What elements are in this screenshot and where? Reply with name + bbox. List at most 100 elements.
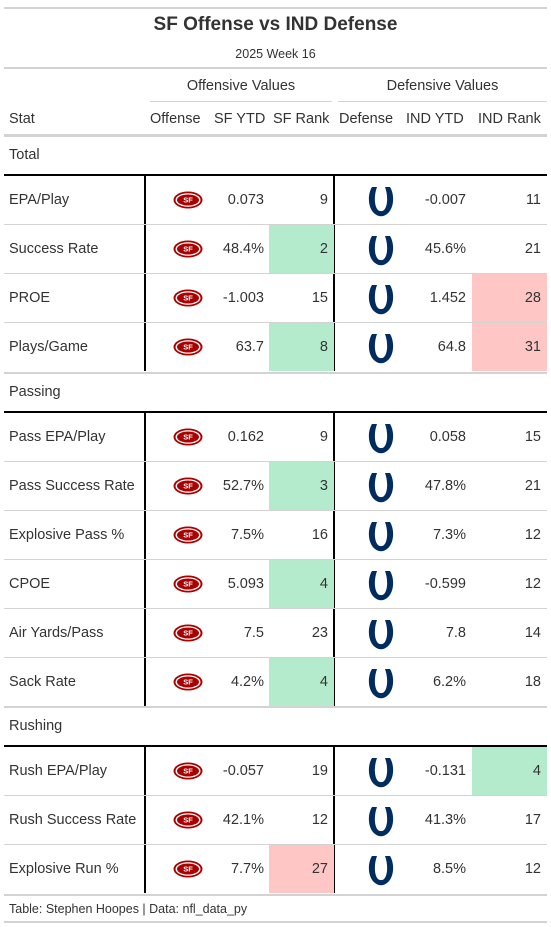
ind-rank-value: 4 <box>472 747 547 795</box>
ind-rank-value: 12 <box>524 576 541 592</box>
table-row: Plays/Game SF 63.7 8 64.8 31 <box>4 323 547 372</box>
table-row: Rush Success Rate SF 42.1% 12 41.3% 17 <box>4 796 547 845</box>
sf-rank-value: 3 <box>269 462 334 510</box>
ind-rank-value: 18 <box>524 674 541 690</box>
colts-horseshoe-logo-icon <box>366 185 396 217</box>
spanner-defensive-underline <box>338 101 547 102</box>
svg-text:SF: SF <box>183 433 193 442</box>
group-top-rule <box>4 372 547 374</box>
spanner-defensive-values: Defensive Values <box>386 78 499 94</box>
row-divider <box>4 273 547 274</box>
colts-horseshoe-logo-icon <box>366 667 396 699</box>
stat-label: Pass Success Rate <box>9 478 135 494</box>
footer-rule <box>4 894 547 896</box>
sf-49ers-logo-icon: SF <box>173 811 203 829</box>
stat-label: PROE <box>9 290 51 306</box>
ind-ytd-value: 1.452 <box>429 290 466 306</box>
ind-ytd-value: -0.131 <box>424 763 466 779</box>
svg-text:SF: SF <box>183 816 193 825</box>
ind-rank-value: 17 <box>524 812 541 828</box>
sf-49ers-logo-icon: SF <box>173 477 203 495</box>
table-top-rule <box>4 7 547 9</box>
col-header-stat: Stat <box>9 111 35 127</box>
stat-label: Sack Rate <box>9 674 76 690</box>
stat-label: EPA/Play <box>9 192 70 208</box>
colts-horseshoe-logo-icon <box>366 854 396 886</box>
ind-rank-value: 21 <box>524 478 541 494</box>
offense-divider <box>144 746 146 893</box>
row-divider <box>4 224 547 225</box>
group-header-rule <box>4 411 547 413</box>
table-title: SF Offense vs IND Defense <box>153 14 398 35</box>
col-header-sf-rank: SF Rank <box>273 111 330 127</box>
ind-ytd-value: 7.8 <box>445 625 466 641</box>
group-header-rule <box>4 174 547 176</box>
colts-horseshoe-logo-icon <box>366 283 396 315</box>
sf-ytd-value: 63.7 <box>235 339 264 355</box>
row-divider <box>4 844 547 845</box>
sf-rank-value: 9 <box>319 192 328 208</box>
table-row: Pass EPA/Play SF 0.162 9 0.058 15 <box>4 413 547 462</box>
ind-rank-value: 12 <box>524 861 541 877</box>
table-row: PROE SF -1.003 15 1.452 28 <box>4 274 547 323</box>
stat-label: Success Rate <box>9 241 99 257</box>
sf-ytd-value: 42.1% <box>222 812 264 828</box>
sf-rank-value: 2 <box>269 225 334 273</box>
sf-49ers-logo-icon: SF <box>173 428 203 446</box>
sf-ytd-value: 5.093 <box>227 576 264 592</box>
header-rule <box>4 67 547 69</box>
defense-divider <box>333 746 335 893</box>
sf-49ers-logo-icon: SF <box>173 673 203 691</box>
row-divider <box>4 461 547 462</box>
ind-ytd-value: 47.8% <box>424 478 466 494</box>
sf-49ers-logo-icon: SF <box>173 240 203 258</box>
row-divider <box>4 657 547 658</box>
sf-rank-value: 15 <box>311 290 328 306</box>
sf-49ers-logo-icon: SF <box>173 289 203 307</box>
ind-ytd-value: -0.599 <box>424 576 466 592</box>
ind-ytd-value: 0.058 <box>429 429 466 445</box>
sf-49ers-logo-icon: SF <box>173 526 203 544</box>
table-row: Explosive Pass % SF 7.5% 16 7.3% 12 <box>4 511 547 560</box>
svg-text:SF: SF <box>183 678 193 687</box>
svg-text:SF: SF <box>183 196 193 205</box>
stat-label: Pass EPA/Play <box>9 429 106 445</box>
ind-ytd-value: 8.5% <box>432 861 466 877</box>
sf-rank-value: 12 <box>311 812 328 828</box>
table-row: Pass Success Rate SF 52.7% 3 47.8% 21 <box>4 462 547 511</box>
ind-rank-value: 11 <box>525 192 541 208</box>
table-row: EPA/Play SF 0.073 9 -0.007 11 <box>4 176 547 225</box>
sf-49ers-logo-icon: SF <box>173 860 203 878</box>
sf-ytd-value: 7.5% <box>230 527 264 543</box>
col-header-sf-ytd: SF YTD <box>214 111 266 127</box>
table-bottom-rule <box>4 921 547 923</box>
group-top-rule <box>4 135 547 137</box>
ind-rank-value: 31 <box>472 323 547 371</box>
table-row: Explosive Run % SF 7.7% 27 8.5% 12 <box>4 845 547 894</box>
sf-ytd-value: -1.003 <box>222 290 264 306</box>
ind-rank-value: 12 <box>524 527 541 543</box>
colts-horseshoe-logo-icon <box>366 471 396 503</box>
colts-horseshoe-logo-icon <box>366 618 396 650</box>
group-header-rule <box>4 745 547 747</box>
stat-label: Air Yards/Pass <box>9 625 104 641</box>
sf-ytd-value: -0.057 <box>222 763 264 779</box>
row-divider <box>4 608 547 609</box>
ind-ytd-value: 41.3% <box>424 812 466 828</box>
sf-49ers-logo-icon: SF <box>173 575 203 593</box>
stat-label: Explosive Run % <box>9 861 119 877</box>
colts-horseshoe-logo-icon <box>366 332 396 364</box>
group-label: Total <box>9 147 40 163</box>
group-label: Passing <box>9 384 61 400</box>
spanner-offensive-values: Offensive Values <box>186 78 296 94</box>
row-divider <box>4 559 547 560</box>
sf-rank-value: 16 <box>311 527 328 543</box>
row-divider <box>4 322 547 323</box>
stat-label: CPOE <box>9 576 51 592</box>
sf-49ers-logo-icon: SF <box>173 338 203 356</box>
sf-ytd-value: 52.7% <box>222 478 264 494</box>
ind-ytd-value: 6.2% <box>432 674 466 690</box>
ind-ytd-value: 7.3% <box>432 527 466 543</box>
ind-ytd-value: 45.6% <box>424 241 466 257</box>
